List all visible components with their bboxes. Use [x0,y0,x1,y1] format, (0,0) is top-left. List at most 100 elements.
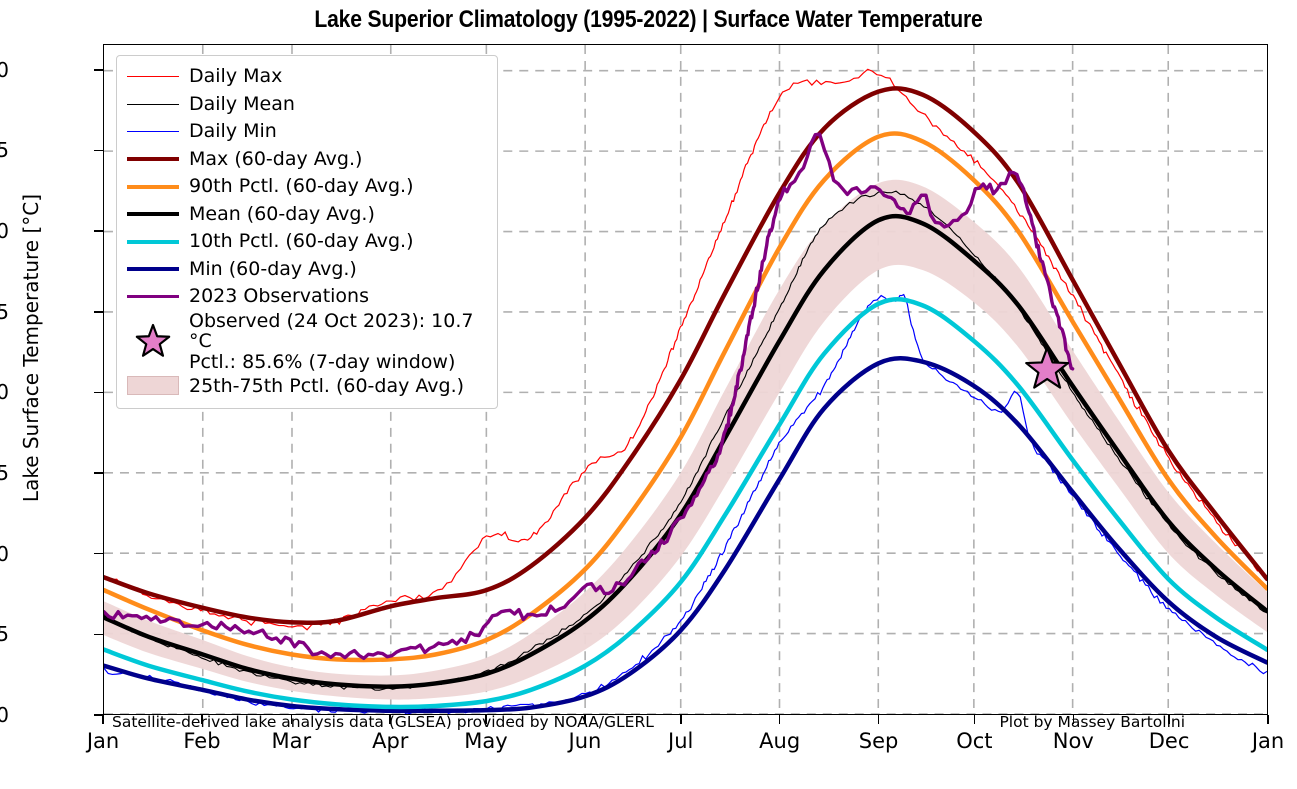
legend-line-icon [127,157,179,162]
observed-value-star-marker[interactable] [1025,346,1070,389]
legend-line-swatch [126,131,180,133]
legend-item-label: Daily Max [189,65,283,88]
y-tick-label: 2.5 [0,622,9,647]
x-tick-mark [389,715,392,724]
x-tick-mark [584,715,586,724]
series-10th-percentile-60day [104,297,1267,710]
y-tick-mark [94,472,103,474]
x-tick-label: Jan [86,729,120,753]
series-90th-percentile-60day [104,131,1267,663]
legend-item[interactable]: Daily Max [126,63,488,91]
page-title: Lake Superior Climatology (1995-2022) | … [314,6,983,33]
band-25th-75th-percentile [104,179,1267,700]
y-tick-mark [94,714,103,716]
x-tick-mark [485,715,487,724]
legend-line-swatch [126,212,180,217]
legend-line-swatch [126,103,180,105]
legend-item-label: Min (60-day Avg.) [189,257,357,280]
x-tick-mark [102,715,104,724]
y-tick-mark [94,230,103,232]
y-tick-mark [94,552,103,555]
legend-line-icon [127,267,179,272]
y-tick-label: 0.0 [0,703,9,727]
x-tick-mark [290,715,293,724]
legend-item[interactable]: 2023 Observations [126,283,488,311]
series-min-60day [104,356,1267,714]
y-tick-mark [94,149,103,152]
legend-line-swatch [126,295,180,299]
legend-item[interactable]: Max (60-day Avg.) [126,146,488,174]
plot-credit-note: Plot by Massey Bartolini [999,713,1185,731]
legend-line-icon [127,295,179,299]
legend-line-swatch [126,239,180,244]
legend-item[interactable]: 25th-75th Pctl. (60-day Avg.) [126,372,488,400]
legend-item[interactable]: Daily Min [126,118,488,146]
y-tick-label: 20.0 [0,57,9,82]
y-tick-label: 7.5 [0,461,9,486]
y-tick-mark [94,310,103,313]
legend-item[interactable]: 10th Pctl. (60-day Avg.) [126,228,488,256]
data-source-note: Satellite-derived lake analysis data (GL… [112,713,654,731]
legend-star-icon [135,324,171,358]
plot-canvas [104,45,1267,714]
x-tick-label: Oct [956,729,993,753]
legend-band-icon [127,376,179,396]
y-tick-label: 17.5 [0,138,9,163]
y-tick-mark [94,391,103,394]
legend-item[interactable]: Daily Mean [126,91,488,119]
x-tick-label: Feb [183,729,221,753]
legend-item-label: Daily Min [189,120,277,143]
x-tick-label: Jul [668,729,694,753]
x-tick-mark [778,715,781,724]
legend-item-label: 10th Pctl. (60-day Avg.) [189,230,414,253]
legend-star-swatch [126,321,180,361]
legend-item[interactable]: Observed (24 Oct 2023): 10.7 °C Pctl.: 8… [126,310,488,373]
legend-line-swatch [126,76,180,78]
y-tick-mark [94,69,103,71]
x-tick-label: Mar [271,729,312,753]
legend-item-label: Daily Mean [189,92,295,115]
series-max-60day [104,86,1267,626]
x-tick-mark [1072,715,1075,724]
y-tick-mark [94,633,103,636]
legend-item-label: 25th-75th Pctl. (60-day Avg.) [189,374,465,397]
chart-legend: Daily Max Daily Mean Daily Min Max (60-day … [116,55,498,409]
legend-line-swatch [126,157,180,162]
legend-item-label: 2023 Observations [189,285,369,308]
x-tick-label: May [464,729,508,753]
legend-item[interactable]: Min (60-day Avg.) [126,256,488,284]
legend-line-icon [127,131,179,133]
legend-item[interactable]: Mean (60-day Avg.) [126,201,488,229]
x-tick-label: Nov [1052,729,1094,753]
series-daily-max [104,68,1267,631]
series-2023-observations [104,132,1075,661]
y-axis-label: Lake Surface Temperature [°C] [19,193,43,503]
x-tick-label: Apr [372,729,409,753]
x-tick-label: Sep [858,729,899,753]
x-tick-mark [1267,715,1269,724]
y-tick-label: 10.0 [0,380,9,405]
x-tick-label: Jan [1251,729,1285,753]
legend-line-icon [127,239,179,244]
x-tick-mark [1168,715,1170,724]
legend-line-icon [127,76,179,78]
legend-line-swatch [126,267,180,272]
y-tick-label: 12.5 [0,299,9,324]
x-tick-label: Jun [568,729,602,753]
x-tick-label: Dec [1148,729,1190,753]
y-tick-label: 15.0 [0,219,9,244]
legend-line-icon [127,184,179,189]
legend-line-swatch [126,184,180,189]
legend-patch-swatch [126,376,180,396]
legend-line-icon [127,212,179,217]
y-tick-label: 5.0 [0,541,9,566]
x-tick-mark [877,715,880,724]
legend-item-label: Max (60-day Avg.) [189,147,363,170]
legend-line-icon [127,103,179,105]
x-tick-mark [201,715,203,724]
legend-item[interactable]: 90th Pctl. (60-day Avg.) [126,173,488,201]
x-tick-mark [679,715,682,724]
x-tick-label: Aug [759,729,801,753]
legend-item-label: Mean (60-day Avg.) [189,202,375,225]
